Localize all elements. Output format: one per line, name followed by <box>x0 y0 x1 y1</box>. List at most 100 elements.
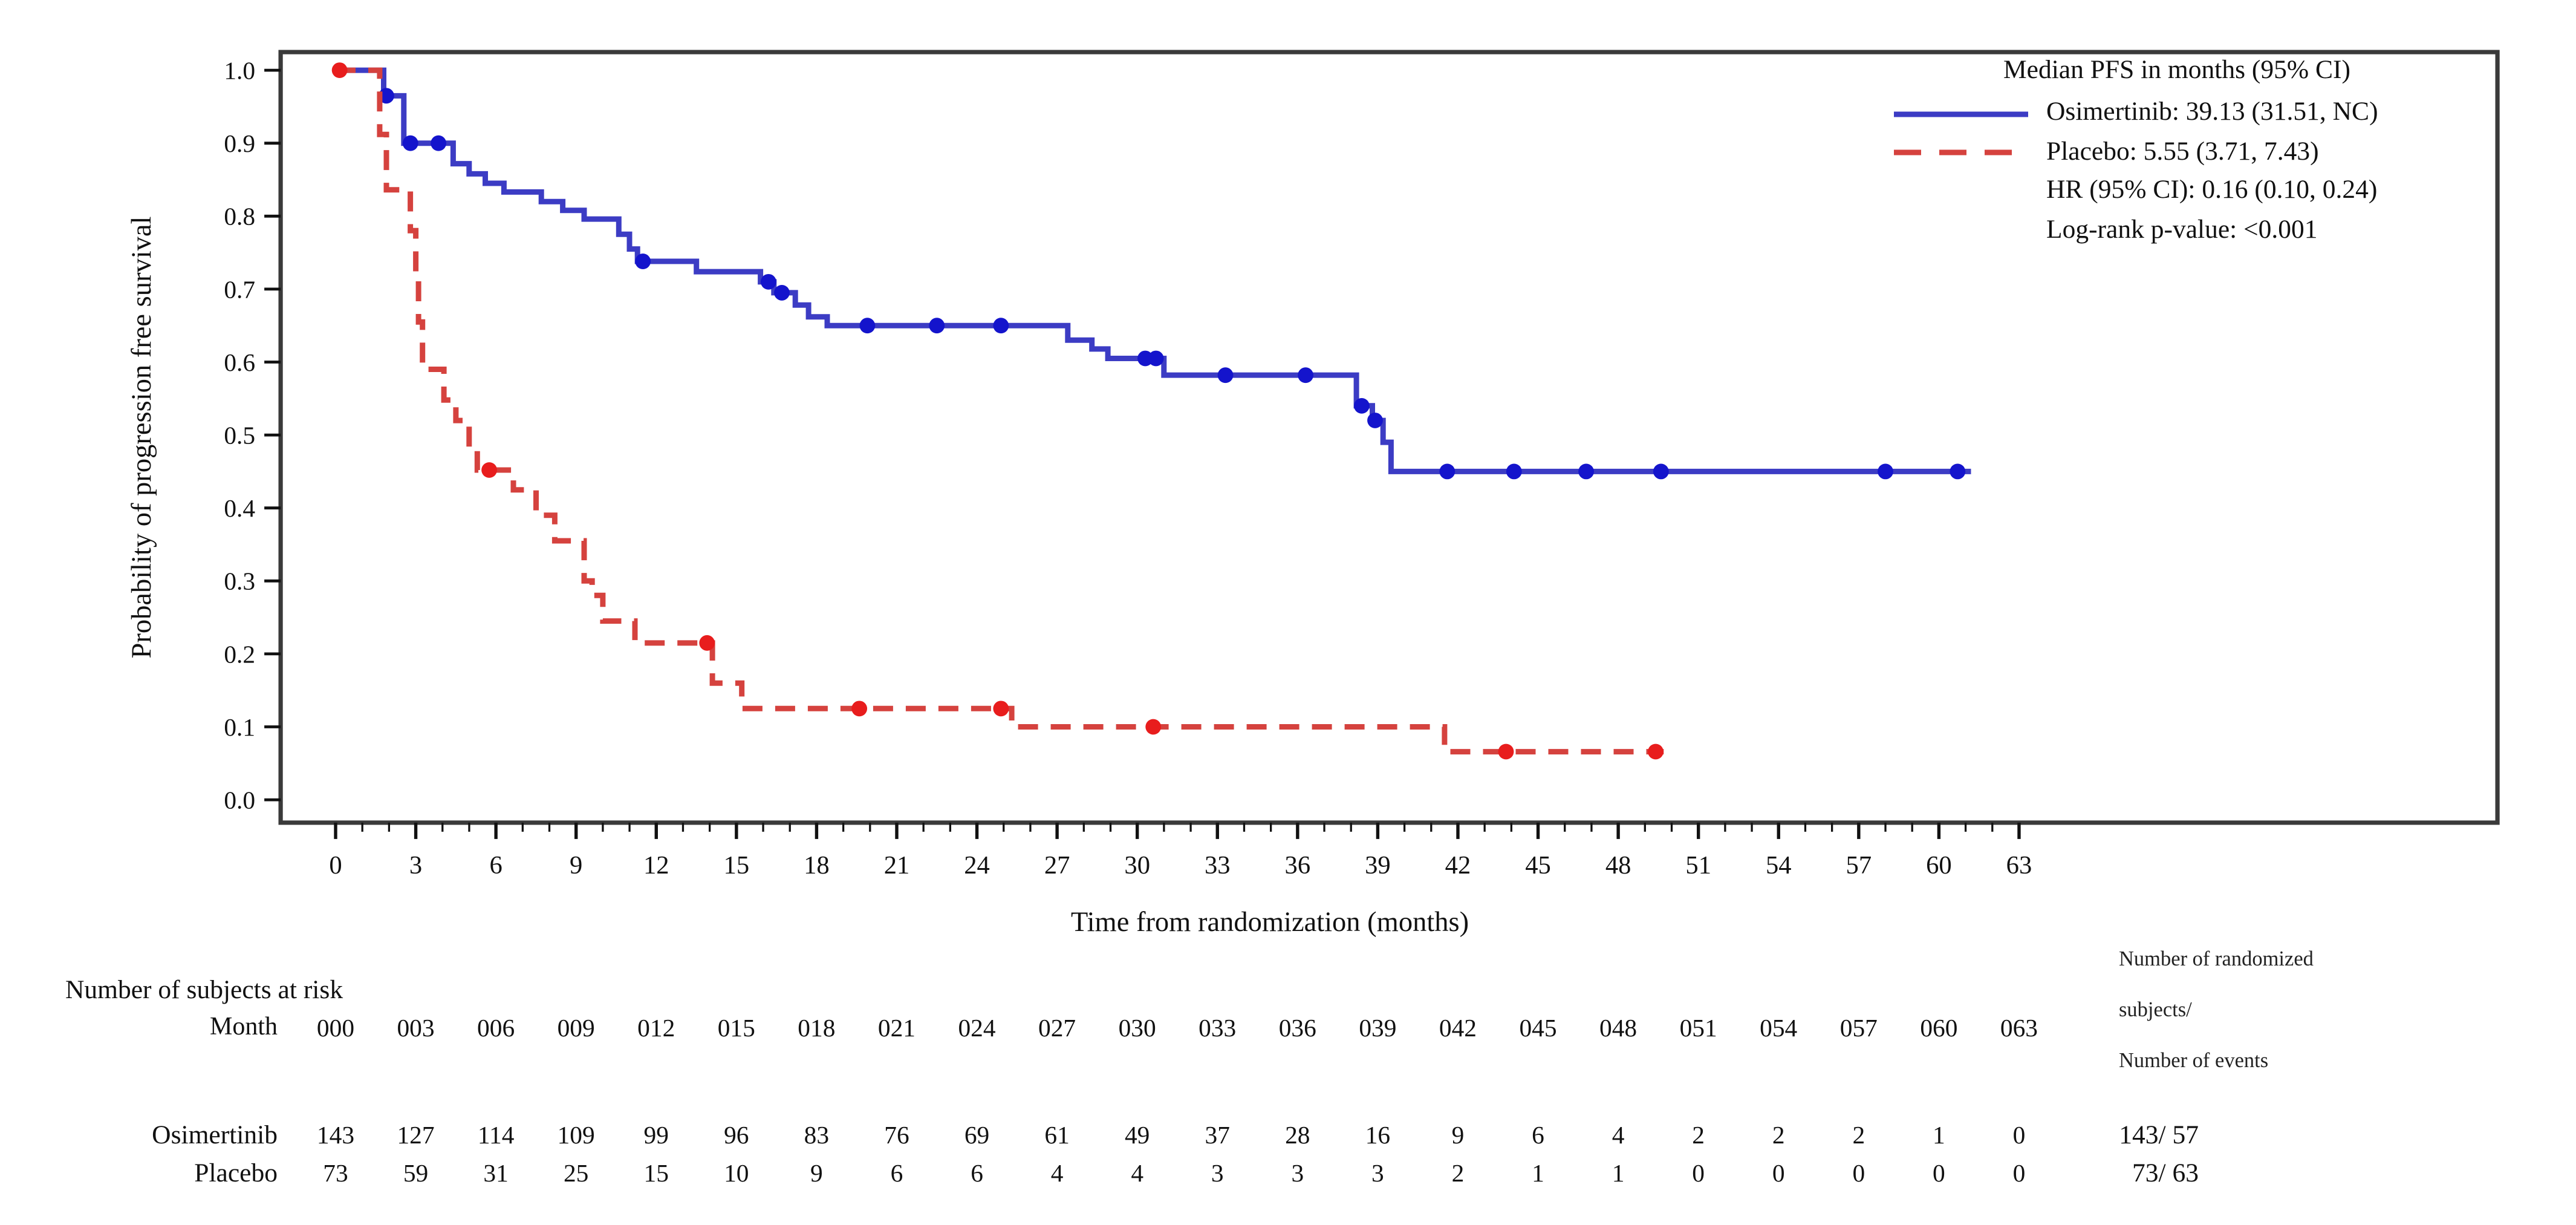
risk-month-header: 036 <box>1278 1014 1316 1042</box>
risk-count-placebo: 9 <box>810 1160 823 1187</box>
legend-entry-osimertinib: Osimertinib: 39.13 (31.51, NC) <box>1887 94 2467 134</box>
risk-month-row: 000 003 006 009 012 015 018 021 024 027 030 033 036 0… <box>0 1014 2576 1051</box>
risk-count-placebo: 3 <box>1211 1160 1224 1187</box>
risk-count-placebo: 2 <box>1451 1160 1465 1187</box>
censor-marker-placebo <box>993 701 1009 717</box>
risk-count-placebo: 1 <box>1532 1160 1544 1187</box>
risk-month-header: 000 <box>316 1014 355 1042</box>
risk-count-osimertinib: 69 <box>964 1122 990 1149</box>
censor-marker-osimertinib <box>1367 413 1383 428</box>
legend-logrank-line: Log-rank p-value: <0.001 <box>1887 212 2467 251</box>
risk-count-placebo: 10 <box>724 1160 749 1187</box>
y-axis-title: Probability of progression free survival <box>127 216 158 659</box>
risk-month-header: 063 <box>2000 1014 2038 1042</box>
risk-count-osimertinib: 99 <box>643 1122 669 1149</box>
x-tick-label: 39 <box>1365 851 1391 880</box>
risk-count-placebo: 0 <box>1772 1160 1785 1187</box>
risk-count-osimertinib: 2 <box>1852 1122 1865 1149</box>
risk-count-osimertinib: 9 <box>1451 1122 1465 1149</box>
y-tick-label: 0.5 <box>224 422 255 449</box>
legend-title: Median PFS in months (95% CI) <box>2003 56 2350 85</box>
censor-marker-osimertinib <box>1578 463 1594 480</box>
x-tick-label: 15 <box>724 851 750 880</box>
risk-count-osimertinib: 1 <box>1933 1122 1945 1149</box>
risk-month-header: 015 <box>717 1014 755 1042</box>
censor-marker-osimertinib <box>635 253 651 269</box>
risk-count-placebo: 3 <box>1291 1160 1304 1187</box>
risk-count-osimertinib: 114 <box>477 1122 515 1149</box>
censor-marker-osimertinib <box>1217 367 1234 384</box>
censor-marker-osimertinib <box>1878 463 1893 480</box>
risk-table-title: Number of subjects at risk <box>65 976 343 1005</box>
y-tick-label: 0.2 <box>224 640 255 668</box>
censor-marker-placebo <box>1498 743 1514 760</box>
censor-marker-placebo <box>481 462 497 478</box>
x-tick-label: 27 <box>1044 851 1070 880</box>
censor-marker-osimertinib <box>760 273 776 290</box>
censor-marker-osimertinib <box>1148 350 1164 367</box>
risk-count-osimertinib: 143 <box>316 1122 355 1149</box>
risk-count-placebo: 0 <box>2012 1160 2026 1187</box>
x-tick-label: 60 <box>1926 851 1952 880</box>
x-tick-label: 0 <box>329 851 342 880</box>
risk-month-header: 054 <box>1760 1014 1798 1042</box>
x-tick-label: 42 <box>1445 851 1471 880</box>
risk-count-osimertinib: 61 <box>1044 1122 1070 1149</box>
legend-hr-line: HR (95% CI): 0.16 (0.10, 0.24) <box>1887 172 2467 212</box>
censor-marker-osimertinib <box>402 135 418 151</box>
censor-marker-osimertinib <box>1137 350 1153 367</box>
y-tick-label: 0.6 <box>224 348 255 376</box>
risk-count-osimertinib: 16 <box>1365 1122 1391 1149</box>
legend-entry-label: Placebo: 5.55 (3.71, 7.43) <box>2046 137 2319 167</box>
risk-row-label-osimertinib: Osimertinib <box>152 1122 278 1151</box>
x-axis-title: Time from randomization (months) <box>1070 907 1469 938</box>
x-tick-label: 21 <box>884 851 910 880</box>
x-tick-label: 6 <box>489 851 502 880</box>
plot-frame <box>278 50 2500 825</box>
censor-marker-osimertinib <box>929 318 945 334</box>
risk-count-placebo: 4 <box>1050 1160 1064 1187</box>
censor-marker-osimertinib <box>774 285 790 301</box>
x-tick-label: 33 <box>1205 851 1231 880</box>
x-tick-label: 48 <box>1605 851 1631 880</box>
x-tick-label: 3 <box>409 851 422 880</box>
risk-month-header: 033 <box>1199 1014 1237 1042</box>
risk-count-placebo: 0 <box>1692 1160 1705 1187</box>
x-tick-label: 9 <box>570 851 582 880</box>
risk-month-header: 030 <box>1118 1014 1156 1042</box>
risk-table-month-label: Month <box>209 1014 278 1042</box>
risk-month-header: 027 <box>1038 1014 1076 1042</box>
risk-count-placebo: 31 <box>483 1160 509 1187</box>
risk-month-header: 006 <box>477 1014 515 1042</box>
hr-text: HR (95% CI): 0.16 (0.10, 0.24) <box>2046 176 2378 206</box>
y-tick-label: 0.3 <box>224 567 255 595</box>
x-tick-label: 36 <box>1285 851 1311 880</box>
risk-count-placebo: 1 <box>1612 1160 1625 1187</box>
censor-marker-osimertinib <box>1950 463 1966 480</box>
risk-count-placebo: 73 <box>323 1160 348 1187</box>
risk-month-header: 012 <box>637 1014 675 1042</box>
risk-count-osimertinib: 4 <box>1612 1122 1625 1149</box>
risk-month-header: 039 <box>1359 1014 1397 1042</box>
risk-count-osimertinib: 83 <box>804 1122 830 1149</box>
y-tick-label: 0.8 <box>224 203 255 230</box>
legend-entry-label: Osimertinib: 39.13 (31.51, NC) <box>2046 98 2378 128</box>
risk-row-placebo: 73 59 31 25 15 10 9 6 6 4 4 3 3 3 2 1 1 0 0 0 0 0 <box>0 1160 2576 1196</box>
y-tick-label: 0.9 <box>224 129 255 157</box>
risk-summary-osimertinib: 143/ 57 <box>2119 1122 2199 1151</box>
censor-marker-placebo <box>1145 719 1162 735</box>
x-tick-label: 54 <box>1766 851 1792 880</box>
risk-count-placebo: 4 <box>1131 1160 1144 1187</box>
risk-count-osimertinib: 127 <box>397 1122 435 1149</box>
km-curve-placebo <box>336 67 1664 755</box>
risk-count-osimertinib: 6 <box>1532 1122 1544 1149</box>
x-tick-label: 57 <box>1846 851 1872 880</box>
risk-count-osimertinib: 109 <box>557 1122 595 1149</box>
randomized-note-line-1: Number of randomized <box>2119 949 2314 971</box>
risk-count-osimertinib: 96 <box>724 1122 749 1149</box>
censor-marker-osimertinib <box>1298 367 1313 384</box>
risk-month-header: 018 <box>798 1014 836 1042</box>
risk-row-osimertinib: 143 127 114 109 99 96 83 76 69 61 49 37 28 16 9 6 4 2 2 2 1 0 <box>0 1122 2576 1158</box>
risk-row-label-placebo: Placebo <box>194 1160 278 1189</box>
